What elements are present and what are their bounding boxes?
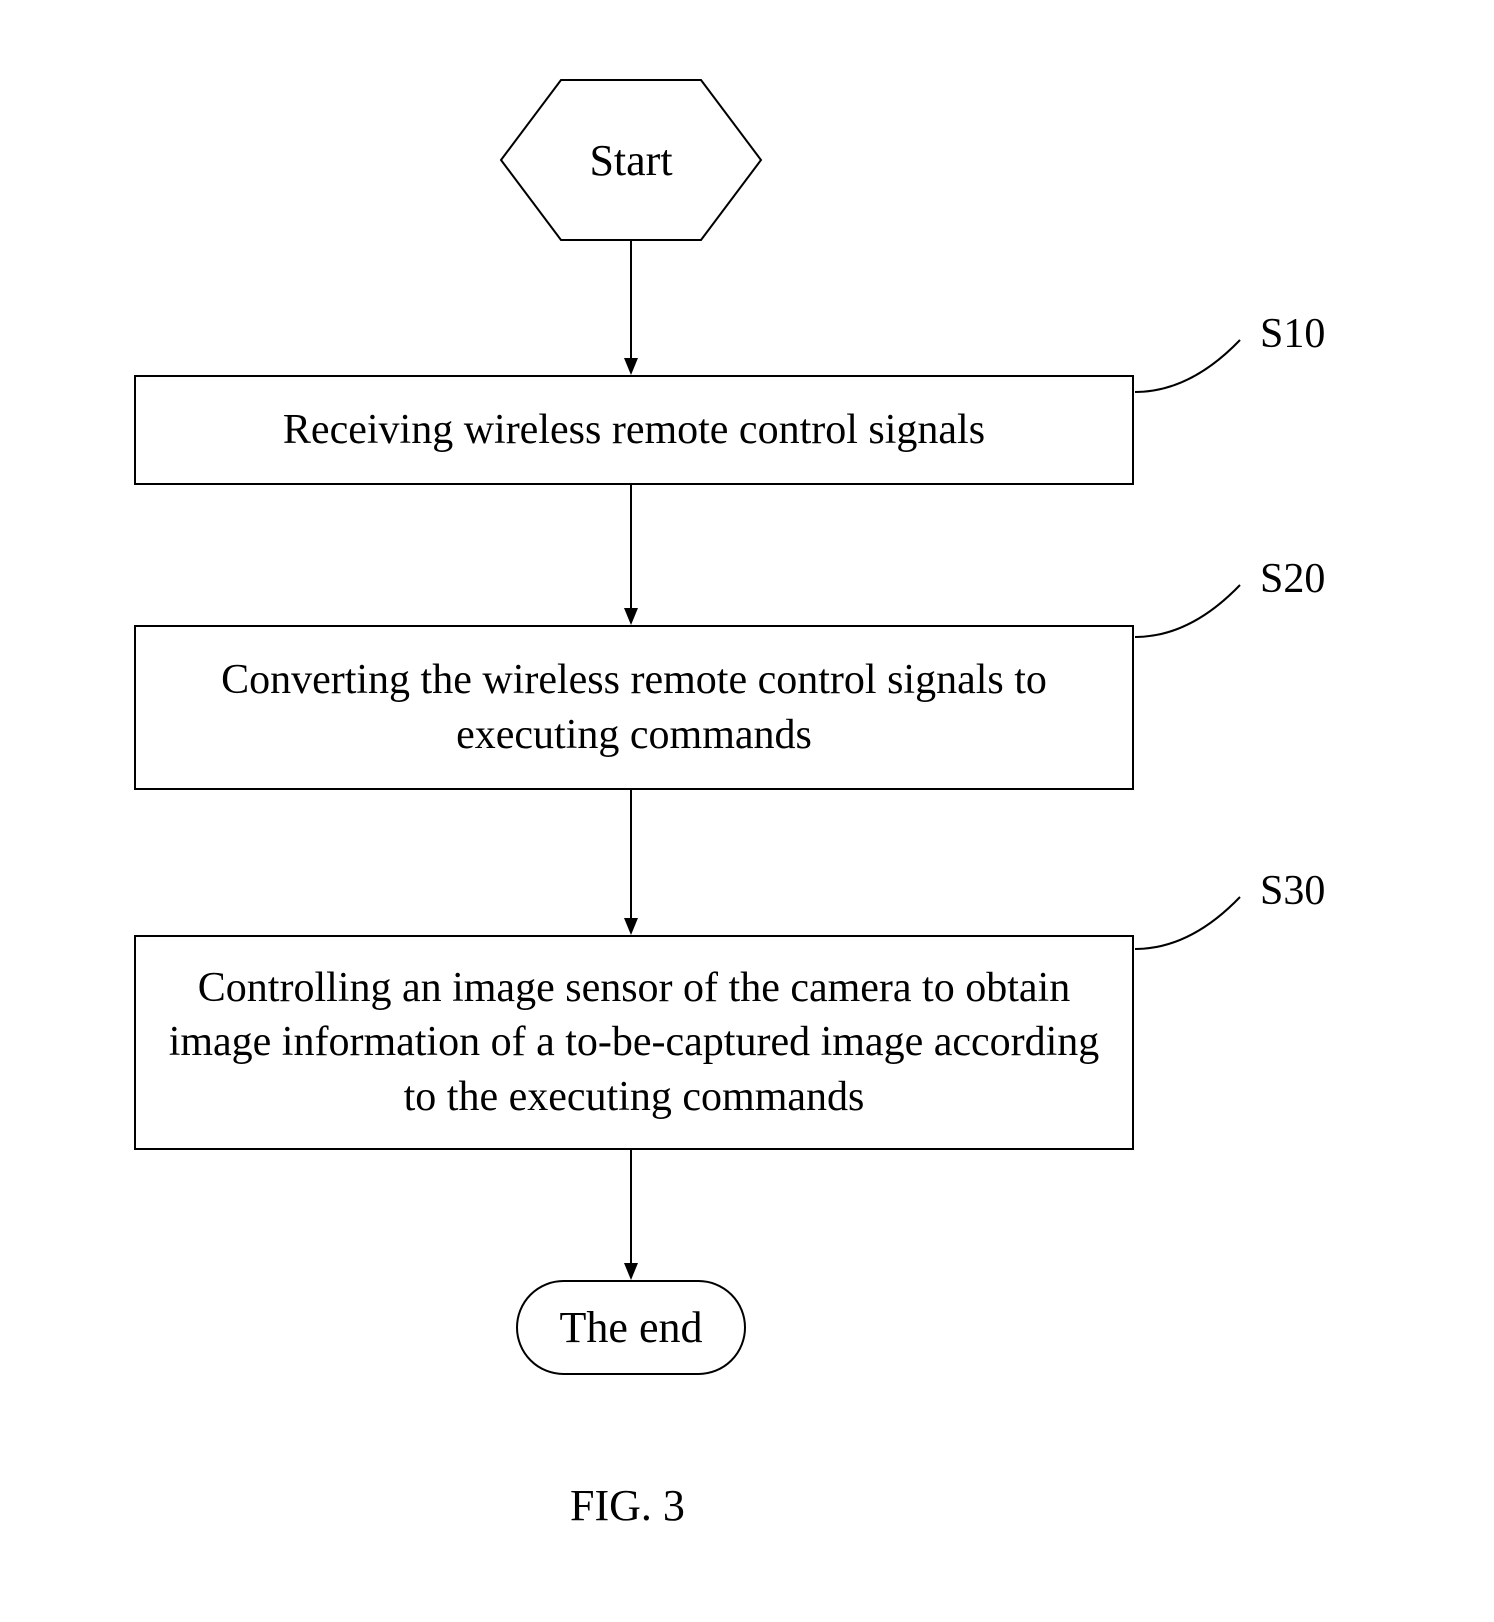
- arrow-s20-s30: [621, 790, 641, 937]
- s30-process-box: Controlling an image sensor of the camer…: [134, 935, 1134, 1150]
- end-label: The end: [560, 1302, 703, 1353]
- s10-process-box: Receiving wireless remote control signal…: [134, 375, 1134, 485]
- end-node: The end: [516, 1280, 746, 1375]
- s20-step-label: S20: [1260, 555, 1325, 603]
- start-label: Start: [589, 135, 672, 186]
- s10-label-curve: [1130, 332, 1260, 402]
- s30-text: Controlling an image sensor of the camer…: [166, 961, 1102, 1125]
- arrow-start-s10: [621, 240, 641, 377]
- s30-label-curve: [1130, 889, 1260, 959]
- s10-step-label: S10: [1260, 310, 1325, 358]
- flowchart-container: Start Receiving wireless remote control …: [0, 0, 1494, 1622]
- arrow-s10-s20: [621, 485, 641, 627]
- s20-label-curve: [1130, 577, 1260, 647]
- arrow-s30-end: [621, 1150, 641, 1282]
- figure-label: FIG. 3: [570, 1480, 685, 1531]
- start-node: Start: [491, 70, 771, 250]
- s30-step-label: S30: [1260, 867, 1325, 915]
- s10-text: Receiving wireless remote control signal…: [283, 406, 985, 454]
- s20-text: Converting the wireless remote control s…: [166, 653, 1102, 762]
- s20-process-box: Converting the wireless remote control s…: [134, 625, 1134, 790]
